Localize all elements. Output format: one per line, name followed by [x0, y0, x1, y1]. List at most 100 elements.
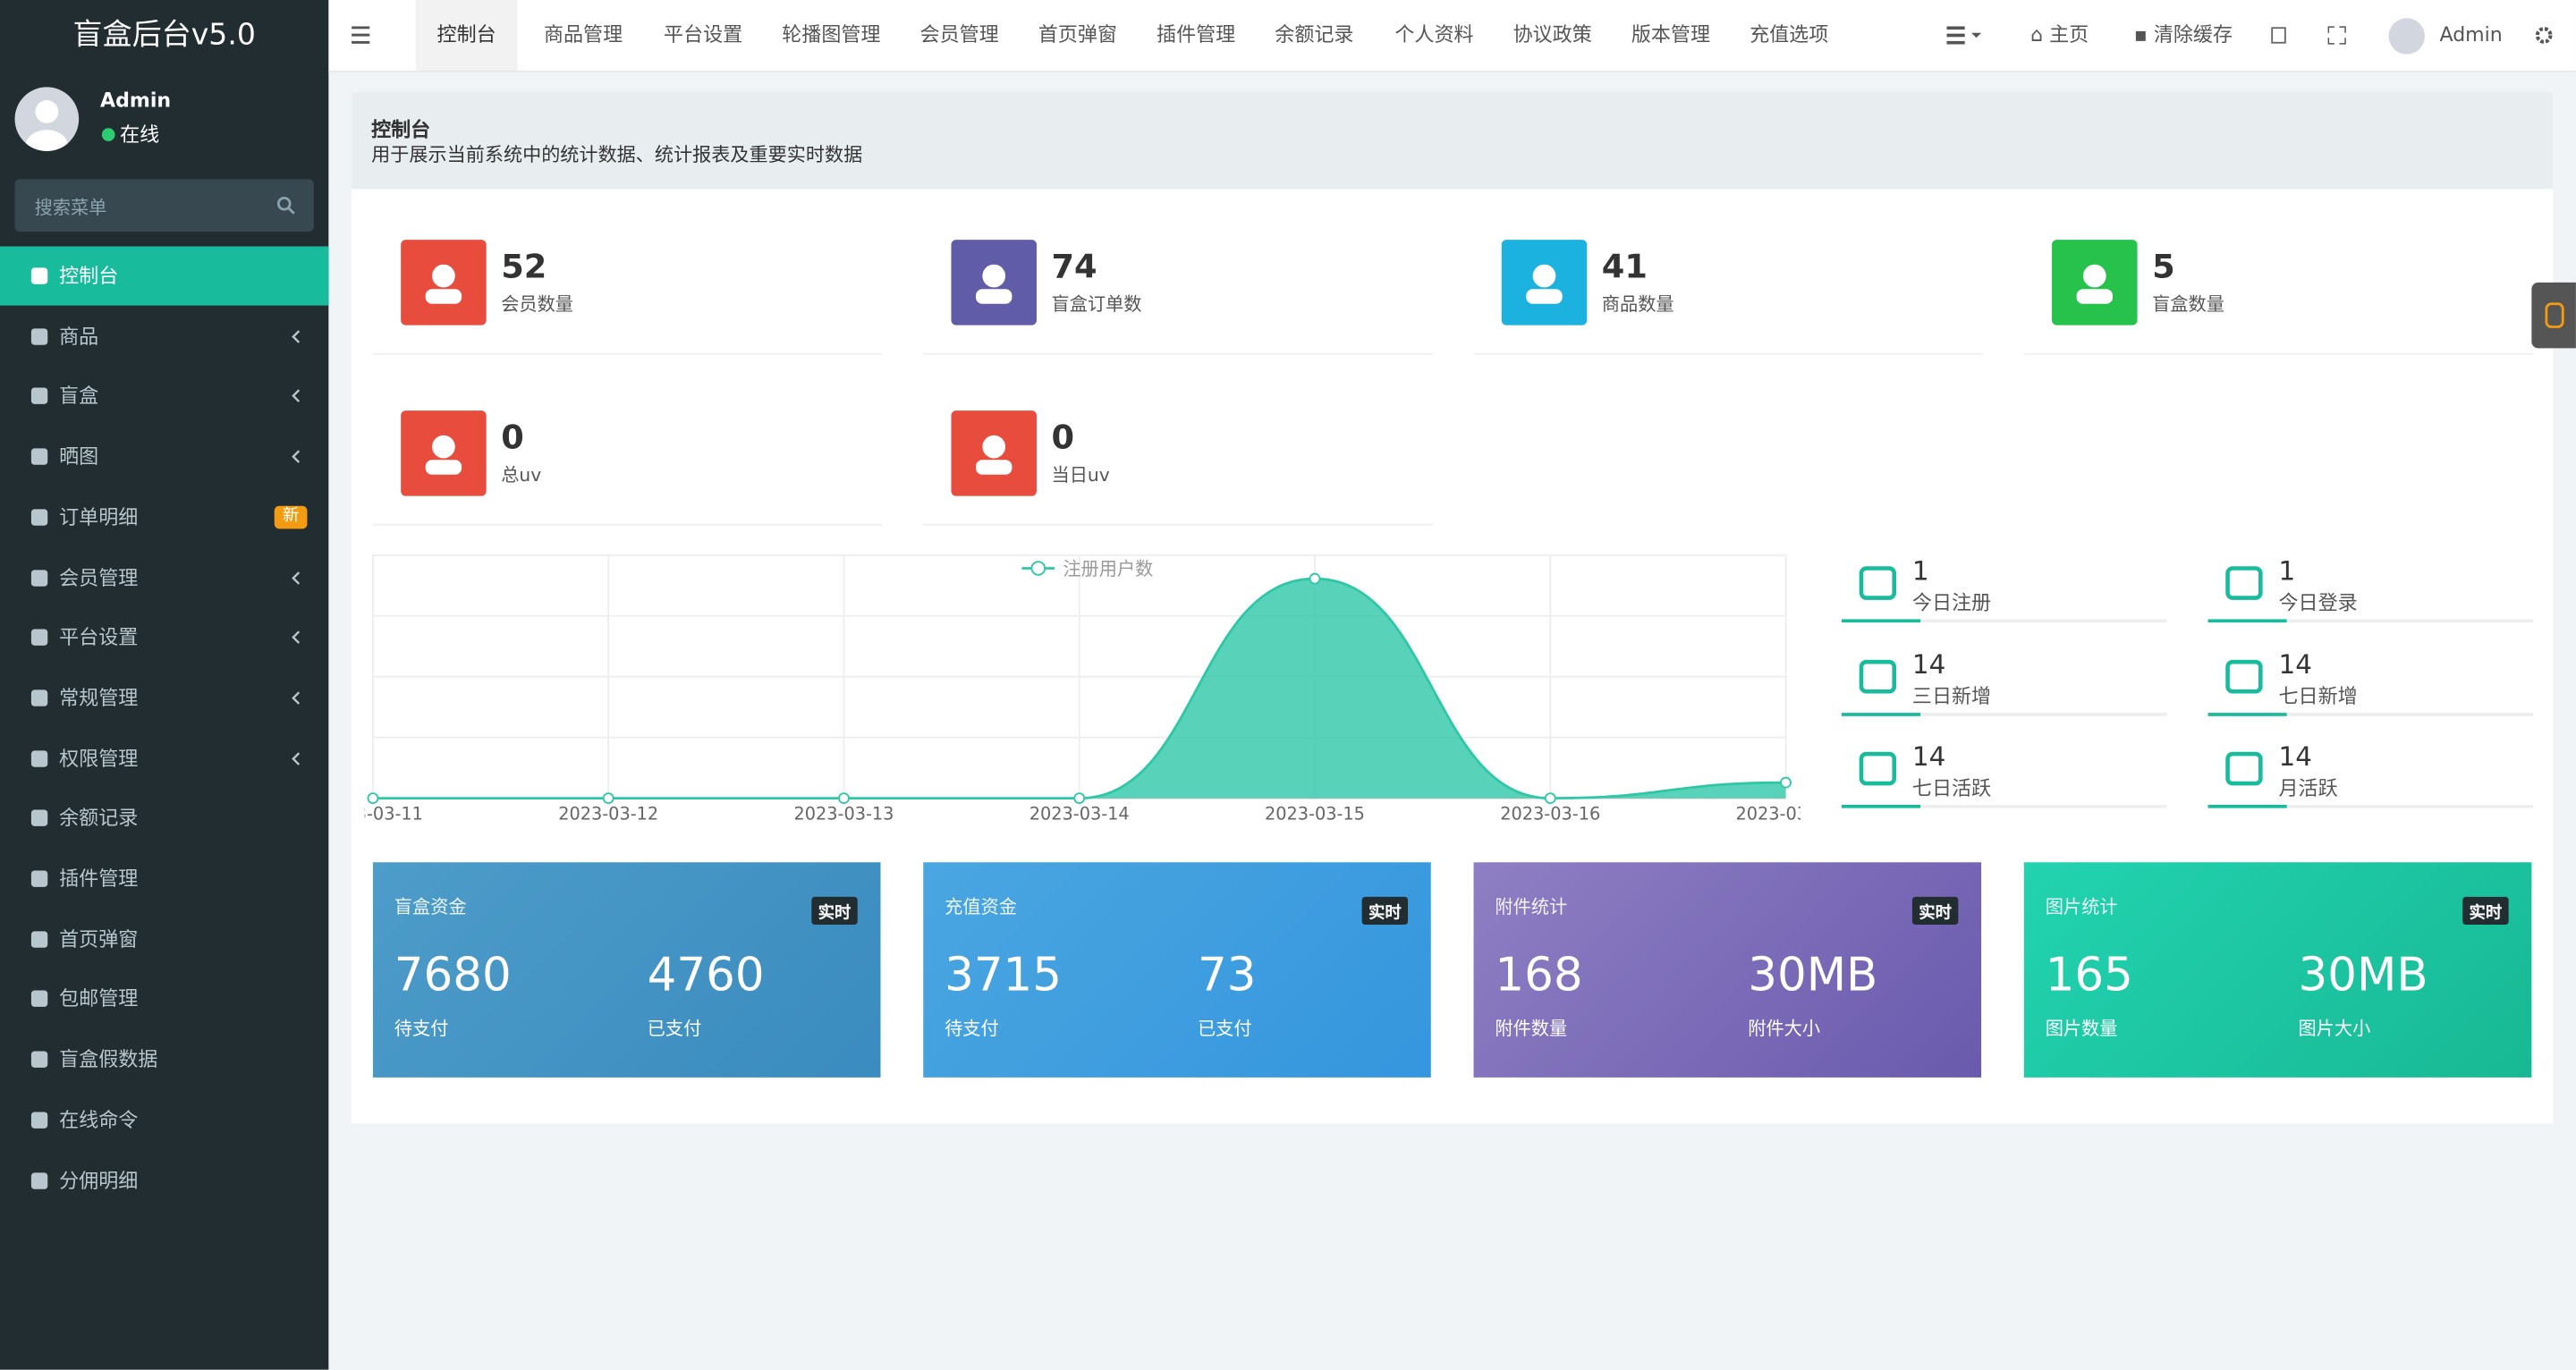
stat-divider	[372, 523, 883, 526]
home-link[interactable]: ⌂ 主页	[2030, 22, 2089, 47]
mini-value: 14	[1911, 647, 1946, 680]
settings-icon[interactable]	[2533, 25, 2555, 47]
menu-icon	[30, 749, 48, 766]
glyph	[982, 435, 1006, 459]
nav-tab[interactable]: 商品管理	[543, 22, 623, 47]
legend-marker	[1030, 561, 1046, 576]
stat-label: 会员数量	[501, 293, 574, 316]
nav-tab[interactable]: 充值选项	[1750, 22, 1829, 47]
menu-item[interactable]: 商品	[0, 307, 328, 366]
menu-toggle[interactable]	[352, 26, 371, 44]
menu-item[interactable]: 控制台	[0, 246, 329, 306]
menu-icon	[30, 1112, 48, 1129]
search-box[interactable]: 搜索菜单	[14, 179, 314, 232]
menu-item[interactable]: 包邮管理	[0, 969, 328, 1028]
mini-divider	[1841, 712, 2167, 715]
stat-value: 74	[1051, 246, 1097, 286]
card-right-value: 30MB	[2298, 947, 2428, 1002]
stat-label: 商品数量	[1601, 293, 1674, 316]
menu-item[interactable]: 分佣明细	[0, 1151, 328, 1210]
menu-item[interactable]: 权限管理	[0, 729, 328, 788]
menu-item[interactable]: 晒图	[0, 427, 328, 486]
clear-cache[interactable]: ▪ 清除缓存	[2133, 22, 2233, 47]
list-toggle[interactable]	[1946, 26, 1989, 45]
menu-item[interactable]: 首页弹窗	[0, 909, 328, 968]
clear-cache-text: 清除缓存	[2153, 22, 2233, 47]
stat-label: 盲盒订单数	[1051, 293, 1142, 316]
menu-item[interactable]: 盲盒	[0, 367, 328, 426]
top-avatar[interactable]	[2388, 18, 2425, 55]
stat-value: 41	[1601, 246, 1648, 286]
mini-label: 今日注册	[1911, 591, 1992, 614]
menu-icon	[30, 388, 48, 405]
arrow-path	[292, 751, 301, 765]
mini-icon	[2225, 751, 2263, 786]
menu-arrow	[292, 630, 301, 645]
side-tab[interactable]	[2531, 282, 2576, 349]
nav-tab[interactable]: 平台设置	[664, 22, 743, 47]
menu-item[interactable]: 常规管理	[0, 668, 328, 727]
mini-accent	[2207, 804, 2287, 808]
menu-label: 在线命令	[59, 1108, 139, 1132]
menu-label: 常规管理	[59, 686, 139, 710]
stat-icon	[401, 240, 487, 326]
stat-value: 0	[501, 417, 524, 457]
point	[1073, 792, 1086, 805]
x-tick-label: 2023-03-16	[1500, 804, 1600, 825]
menu-item[interactable]: 盲盒假数据	[0, 1030, 328, 1089]
nav-tab[interactable]: 协议政策	[1513, 22, 1592, 47]
x-tick-label: 2023-03-17	[1736, 804, 1801, 825]
menu-icon	[30, 509, 48, 526]
stat-icon	[951, 240, 1037, 326]
point	[367, 792, 379, 805]
stat-card: 附件统计 实时 168 附件数量 30MB 附件大小	[1473, 862, 1982, 1078]
top-user[interactable]: Admin	[2439, 22, 2503, 47]
menu-icon	[30, 870, 48, 887]
menu-item[interactable]: 插件管理	[0, 850, 328, 909]
nav-tab[interactable]: 会员管理	[919, 22, 999, 47]
menu-icon	[30, 1171, 48, 1188]
lang-icon[interactable]	[2270, 26, 2286, 44]
point	[602, 792, 614, 805]
nav-tab[interactable]: 版本管理	[1631, 22, 1711, 47]
card-right-value: 73	[1197, 947, 1257, 1002]
mini-accent	[1841, 804, 1921, 808]
nav-tab[interactable]: 轮播图管理	[782, 22, 881, 47]
mini-glyph	[1859, 566, 1897, 600]
stat-glyph	[975, 264, 1013, 304]
menu-item[interactable]: 在线命令	[0, 1090, 328, 1149]
glyph	[432, 264, 455, 288]
nav-tab[interactable]: 个人资料	[1394, 22, 1474, 47]
nav-tab[interactable]: 控制台	[415, 0, 518, 71]
card-title: 充值资金	[945, 896, 1017, 918]
nav-tab[interactable]: 余额记录	[1275, 22, 1354, 47]
stat-icon	[1501, 240, 1588, 326]
page-title: 控制台	[371, 118, 431, 141]
user-name: Admin	[100, 89, 172, 112]
menu-icon	[30, 1051, 48, 1069]
nav-tab[interactable]: 插件管理	[1157, 22, 1236, 47]
page-subtitle: 用于展示当前系统中的统计数据、统计报表及重要实时数据	[371, 142, 863, 166]
menu-icon	[30, 810, 48, 827]
menu-icon	[30, 327, 48, 345]
brand[interactable]: 盲盒后台v5.0	[0, 0, 329, 71]
stat-glyph	[975, 435, 1013, 475]
menu-item[interactable]: 会员管理	[0, 548, 328, 607]
x-tick-label: 2023-03-14	[1030, 804, 1130, 825]
menu-item[interactable]: 平台设置	[0, 608, 328, 667]
card-left-label: 待支付	[945, 1018, 999, 1040]
menu-item[interactable]: 订单明细 新	[0, 487, 328, 546]
menu-item[interactable]: 余额记录	[0, 789, 328, 848]
glyph	[1526, 289, 1563, 304]
card-left-label: 附件数量	[1495, 1018, 1568, 1040]
menu-label: 分佣明细	[59, 1168, 139, 1192]
mini-glyph	[1859, 658, 1897, 693]
stat-card: 充值资金 实时 3715 待支付 73 已支付	[923, 862, 1431, 1078]
fullscreen-icon[interactable]	[2327, 26, 2346, 45]
mini-divider	[2207, 619, 2534, 623]
nav-tab[interactable]: 首页弹窗	[1038, 22, 1117, 47]
card-left-value: 165	[2045, 947, 2133, 1002]
stat-divider	[923, 523, 1433, 526]
mini-divider	[2207, 804, 2534, 808]
glyph	[2082, 264, 2106, 288]
